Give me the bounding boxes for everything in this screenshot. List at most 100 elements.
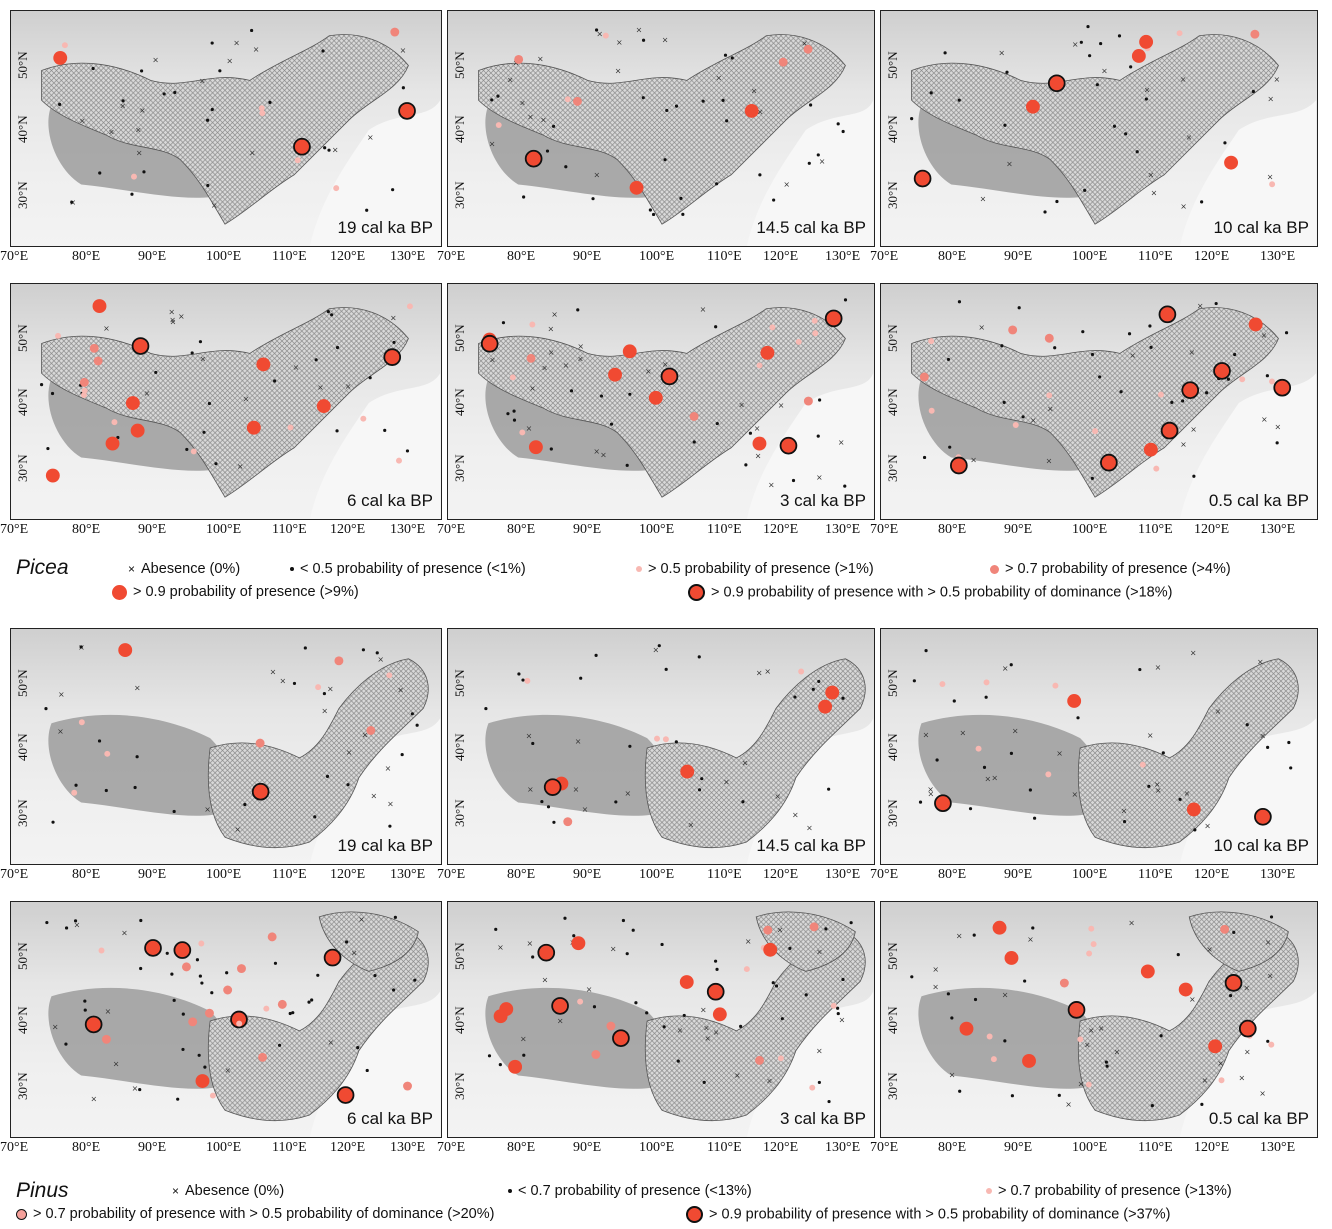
longitude-label: 100°E [639, 867, 675, 882]
absence-marker: × [1238, 1074, 1245, 1083]
outlined-circle-symbol [688, 584, 705, 601]
map-svg: ××××××××××××××××××××× [912, 649, 1317, 864]
absence-marker: × [819, 157, 826, 166]
longitude-label: 110°E [1138, 522, 1173, 537]
low-probability-marker [401, 86, 405, 90]
low-probability-marker [181, 1047, 185, 1052]
latitude-label: 40°N [885, 733, 900, 761]
period-label: 10 cal ka BP [1213, 836, 1309, 855]
low-probability-marker [1205, 391, 1209, 395]
legend-text: > 0.5 probability of presence (>1%) [648, 561, 874, 577]
presence-marker [778, 57, 788, 67]
absence-marker: × [593, 447, 600, 456]
longitude-label: 70°E [870, 1140, 899, 1155]
absence-marker: × [317, 383, 324, 392]
presence-marker [316, 399, 331, 414]
presence-marker [144, 939, 162, 957]
low-probability-marker [170, 972, 174, 976]
presence-marker [258, 1052, 268, 1062]
absence-marker: × [119, 102, 126, 111]
absence-marker: × [662, 36, 669, 45]
low-probability-marker [273, 379, 277, 383]
map-svg: ×××××××××××××××××××××××× [910, 911, 1317, 1137]
presence-marker [173, 941, 192, 959]
low-probability-marker [811, 687, 815, 691]
plateau-shade [918, 987, 1102, 1089]
low-probability-marker [243, 802, 247, 807]
absence-marker: × [766, 1076, 773, 1085]
low-probability-marker [1200, 200, 1204, 204]
absence-marker: × [1259, 732, 1266, 741]
absence-marker: × [1206, 945, 1213, 954]
longitude-axis: 70°E 80°E 90°E 100°E 110°E 120°E 130°E [870, 522, 1318, 540]
absence-marker: × [345, 382, 352, 391]
low-probability-marker [1176, 953, 1180, 957]
presence-marker [79, 377, 89, 387]
low-probability-marker [744, 463, 748, 467]
absence-marker: × [1155, 786, 1162, 795]
presence-marker [1157, 391, 1164, 398]
distribution-hatched-area [911, 34, 1279, 225]
longitude-label: 120°E [1194, 522, 1230, 537]
picea-legend-low: < 0.5 probability of presence (<1%) [290, 561, 526, 577]
low-probability-marker [662, 1025, 666, 1029]
plateau-shade [485, 714, 669, 816]
low-probability-marker [327, 148, 331, 152]
pinus-map-panel-5: ××××××××××××××××××××× 50°N 40°N 30°N 3 cal k… [447, 901, 875, 1138]
low-probability-marker [405, 449, 410, 453]
absence-marker: × [1261, 331, 1268, 340]
absence-marker: × [783, 180, 790, 189]
low-probability-marker [46, 446, 50, 451]
absence-marker: × [970, 456, 977, 465]
absence-marker: × [541, 364, 548, 373]
low-probability-marker [824, 927, 828, 931]
longitude-label: 90°E [573, 867, 602, 882]
longitude-label: 100°E [1072, 867, 1108, 882]
latitude-label: 30°N [885, 454, 900, 482]
low-probability-marker [982, 765, 987, 769]
presence-marker [1012, 422, 1019, 429]
low-probability-marker [522, 1053, 526, 1057]
low-probability-marker [195, 958, 200, 962]
low-probability-marker [549, 447, 553, 451]
presence-marker [1248, 317, 1263, 332]
absence-marker: × [204, 805, 211, 814]
low-probability-marker [484, 707, 488, 711]
presence-marker [1213, 362, 1231, 380]
presence-marker [1158, 305, 1177, 324]
presence-marker [263, 1005, 270, 1012]
longitude-label: 120°E [763, 867, 799, 882]
presence-marker [1239, 376, 1246, 383]
low-probability-marker [116, 435, 120, 440]
low-probability-marker [39, 383, 44, 387]
low-probability-marker [73, 919, 78, 923]
low-probability-marker [780, 1017, 784, 1021]
longitude-label: 90°E [1004, 249, 1033, 264]
absence-marker: × [1267, 971, 1274, 980]
low-probability-marker [205, 118, 210, 122]
presence-marker [928, 338, 935, 345]
absence-marker: × [645, 367, 652, 376]
latitude-label: 50°N [885, 669, 900, 697]
presence-marker [259, 110, 266, 117]
low-probability-marker [594, 28, 599, 32]
low-probability-marker [291, 1011, 295, 1015]
presence-marker [131, 337, 150, 355]
presence-marker [1086, 950, 1093, 957]
presence-marker [125, 396, 140, 411]
absence-marker: × [577, 342, 584, 351]
low-probability-marker [64, 1042, 68, 1046]
picea-map-panel-5: ××××××××××××××××××××××× 50°N 40°N 30°N 3 cal… [447, 283, 875, 520]
absence-marker: × [199, 77, 206, 86]
low-probability-marker [1269, 915, 1274, 919]
low-probability-marker [1098, 375, 1102, 379]
low-probability-marker [64, 926, 69, 930]
latitude-label: 30°N [452, 181, 467, 209]
presence-marker [528, 440, 543, 455]
low-probability-marker [791, 478, 796, 483]
low-probability-marker [563, 916, 567, 920]
low-probability-marker [910, 117, 914, 121]
dot-symbol [508, 1189, 512, 1194]
low-probability-marker [104, 788, 108, 793]
low-probability-marker [625, 463, 629, 467]
